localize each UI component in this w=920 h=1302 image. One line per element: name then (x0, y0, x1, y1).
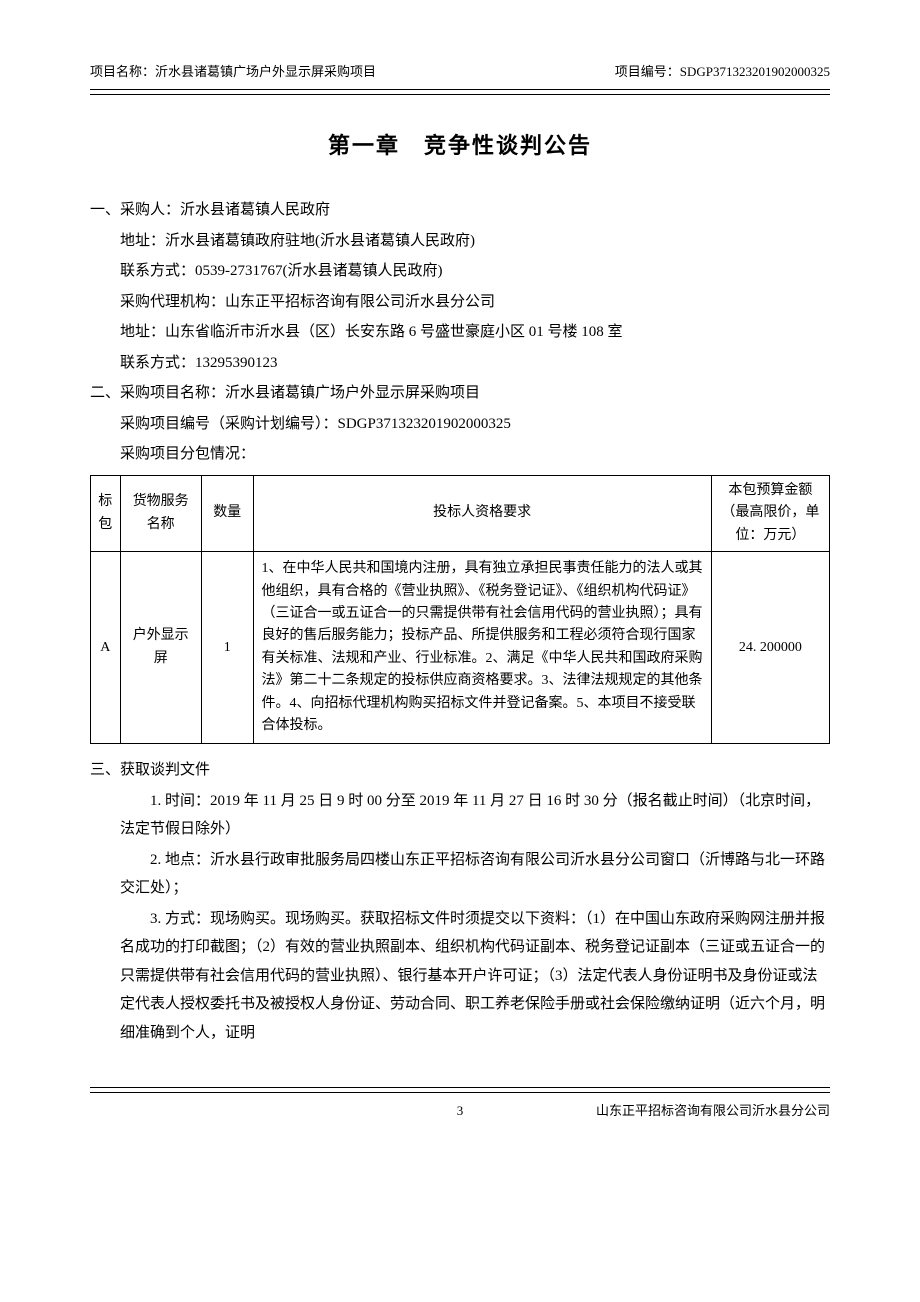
section3-item1: 1. 时间：2019 年 11 月 25 日 9 时 00 分至 2019 年 … (90, 787, 830, 844)
table-header-row: 标包 货物服务名称 数量 投标人资格要求 本包预算金额（最高限价，单位：万元） (91, 475, 830, 551)
section3-item2: 2. 地点：沂水县行政审批服务局四楼山东正平招标咨询有限公司沂水县分公司窗口（沂… (90, 846, 830, 903)
cell-requirements: 1、在中华人民共和国境内注册，具有独立承担民事责任能力的法人或其他组织，具有合格… (253, 552, 711, 744)
cell-name: 户外显示屏 (120, 552, 201, 744)
footer-page-number: 3 (337, 1099, 584, 1124)
purchaser-contact: 联系方式：0539-2731767(沂水县诸葛镇人民政府) (90, 257, 830, 286)
chapter-title: 第一章 竞争性谈判公告 (90, 125, 830, 167)
package-table: 标包 货物服务名称 数量 投标人资格要求 本包预算金额（最高限价，单位：万元） … (90, 475, 830, 744)
agency-name: 采购代理机构：山东正平招标咨询有限公司沂水县分公司 (90, 288, 830, 317)
section1-heading: 一、采购人：沂水县诸葛镇人民政府 (90, 196, 830, 225)
header-project-name: 项目名称：沂水县诸葛镇广场户外显示屏采购项目 (90, 60, 376, 85)
cell-qty: 1 (201, 552, 253, 744)
subpackage-label: 采购项目分包情况： (90, 440, 830, 469)
header-divider (90, 94, 830, 95)
agency-contact: 联系方式：13295390123 (90, 349, 830, 378)
section3-item3: 3. 方式：现场购买。现场购买。获取招标文件时须提交以下资料：（1）在中国山东政… (90, 905, 830, 1048)
cell-package: A (91, 552, 121, 744)
page-header: 项目名称：沂水县诸葛镇广场户外显示屏采购项目 项目编号：SDGP37132320… (90, 60, 830, 90)
table-row: A 户外显示屏 1 1、在中华人民共和国境内注册，具有独立承担民事责任能力的法人… (91, 552, 830, 744)
th-budget: 本包预算金额（最高限价，单位：万元） (711, 475, 829, 551)
th-requirements: 投标人资格要求 (253, 475, 711, 551)
purchaser-address: 地址：沂水县诸葛镇政府驻地(沂水县诸葛镇人民政府) (90, 227, 830, 256)
page-footer: 3 山东正平招标咨询有限公司沂水县分公司 (90, 1087, 830, 1124)
agency-address: 地址：山东省临沂市沂水县（区）长安东路 6 号盛世豪庭小区 01 号楼 108 … (90, 318, 830, 347)
section2-heading: 二、采购项目名称：沂水县诸葛镇广场户外显示屏采购项目 (90, 379, 830, 408)
section3-heading: 三、获取谈判文件 (90, 756, 830, 785)
th-name: 货物服务名称 (120, 475, 201, 551)
footer-company: 山东正平招标咨询有限公司沂水县分公司 (583, 1099, 830, 1124)
th-qty: 数量 (201, 475, 253, 551)
th-package: 标包 (91, 475, 121, 551)
project-number: 采购项目编号（采购计划编号）：SDGP371323201902000325 (90, 410, 830, 439)
cell-budget: 24. 200000 (711, 552, 829, 744)
header-project-no: 项目编号：SDGP371323201902000325 (615, 60, 830, 85)
